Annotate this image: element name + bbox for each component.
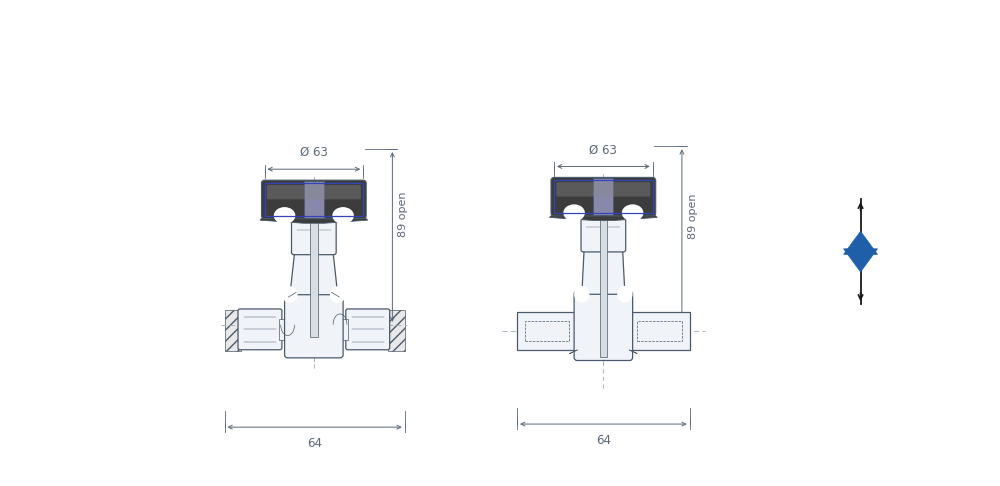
- Bar: [304, 181, 324, 218]
- Bar: [338, 319, 348, 340]
- Ellipse shape: [330, 286, 345, 303]
- Text: 89 open: 89 open: [398, 191, 408, 237]
- Text: Ø 63: Ø 63: [589, 143, 617, 156]
- Bar: [637, 321, 682, 341]
- Polygon shape: [290, 252, 338, 295]
- Bar: [525, 321, 569, 341]
- Bar: [225, 310, 241, 351]
- Bar: [600, 213, 607, 357]
- FancyBboxPatch shape: [267, 185, 361, 199]
- Bar: [388, 310, 405, 351]
- FancyBboxPatch shape: [574, 291, 633, 361]
- Polygon shape: [844, 249, 877, 272]
- Text: Ø 63: Ø 63: [300, 146, 328, 159]
- Bar: [593, 178, 613, 215]
- Bar: [310, 216, 318, 337]
- Polygon shape: [844, 231, 877, 254]
- Ellipse shape: [563, 204, 585, 221]
- Text: 89 open: 89 open: [688, 193, 698, 239]
- Polygon shape: [260, 216, 368, 223]
- Text: 64: 64: [307, 437, 322, 450]
- Ellipse shape: [274, 207, 295, 224]
- Ellipse shape: [622, 204, 643, 221]
- Ellipse shape: [332, 207, 354, 224]
- FancyBboxPatch shape: [261, 180, 366, 219]
- Bar: [265, 183, 363, 216]
- Bar: [517, 312, 577, 350]
- Ellipse shape: [282, 286, 298, 303]
- Ellipse shape: [574, 286, 590, 303]
- Text: 64: 64: [596, 434, 611, 447]
- Bar: [630, 312, 690, 350]
- Polygon shape: [582, 250, 625, 295]
- FancyBboxPatch shape: [551, 177, 656, 216]
- Polygon shape: [549, 213, 657, 221]
- FancyBboxPatch shape: [346, 309, 390, 350]
- Ellipse shape: [617, 286, 633, 303]
- FancyBboxPatch shape: [556, 182, 650, 196]
- Bar: [279, 319, 288, 340]
- FancyBboxPatch shape: [238, 309, 282, 350]
- FancyBboxPatch shape: [285, 292, 343, 358]
- FancyBboxPatch shape: [581, 215, 626, 252]
- Bar: [554, 180, 653, 213]
- FancyBboxPatch shape: [292, 218, 336, 255]
